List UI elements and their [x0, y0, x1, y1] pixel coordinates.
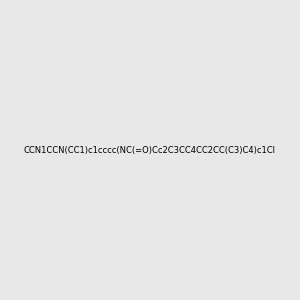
Text: CCN1CCN(CC1)c1cccc(NC(=O)Cc2C3CC4CC2CC(C3)C4)c1Cl: CCN1CCN(CC1)c1cccc(NC(=O)Cc2C3CC4CC2CC(C…: [24, 146, 276, 154]
